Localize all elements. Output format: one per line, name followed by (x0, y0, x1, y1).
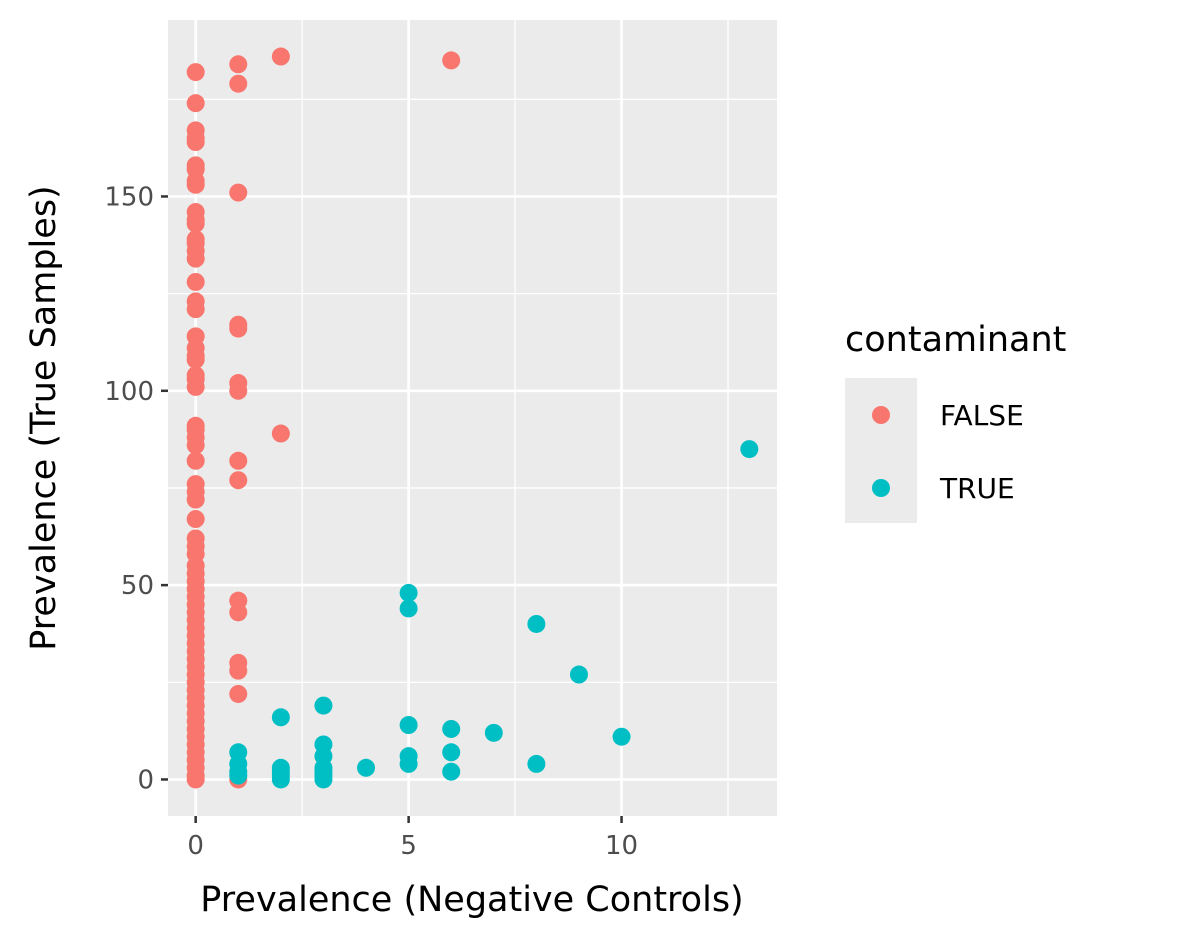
data-point-false (229, 319, 248, 338)
data-point-false (442, 51, 461, 70)
plot-panel (168, 20, 777, 816)
data-point-false (186, 133, 205, 152)
data-point-false (186, 377, 205, 396)
data-point-false (229, 603, 248, 622)
y-axis-title: Prevalence (True Samples) (24, 185, 64, 650)
data-point-true (399, 599, 418, 618)
data-point-true (484, 723, 503, 742)
data-point-false (229, 451, 248, 470)
y-tick-label: 50 (121, 571, 154, 601)
data-point-true (740, 440, 759, 459)
data-point-false (229, 381, 248, 400)
y-tick-label: 100 (104, 377, 154, 407)
data-point-true (314, 770, 333, 789)
data-point-false (229, 55, 248, 74)
grid-major (168, 20, 777, 816)
data-point-false (229, 471, 248, 490)
data-point-false (186, 300, 205, 319)
data-point-false (186, 350, 205, 369)
data-point-false (271, 424, 290, 443)
x-axis-title: Prevalence (Negative Controls) (200, 880, 743, 920)
data-point-false (229, 684, 248, 703)
data-point-false (271, 47, 290, 66)
data-point-true (314, 696, 333, 715)
data-point-false (186, 214, 205, 233)
legend-key-background (845, 378, 917, 523)
legend-label-true: TRUE (939, 472, 1015, 505)
y-tick-label: 150 (104, 182, 154, 212)
x-tick-label: 0 (187, 831, 204, 861)
data-point-true (399, 716, 418, 735)
legend-title: contaminant (845, 320, 1066, 360)
data-point-false (229, 183, 248, 202)
legend-key-true (872, 479, 890, 497)
data-point-true (569, 665, 588, 684)
legend-key-false (872, 406, 890, 424)
data-point-true (527, 614, 546, 633)
data-point-false (229, 661, 248, 680)
data-point-true (399, 583, 418, 602)
x-tick-label: 5 (400, 831, 417, 861)
data-point-true (442, 762, 461, 781)
data-point-true (527, 754, 546, 773)
y-axis: 0 50 100 150 (104, 182, 168, 795)
data-point-true (271, 770, 290, 789)
legend: contaminant FALSE TRUE (845, 320, 1066, 523)
data-point-true (442, 743, 461, 762)
data-point-true (399, 754, 418, 773)
data-point-false (186, 436, 205, 455)
data-point-false (186, 175, 205, 194)
data-point-false (186, 490, 205, 509)
data-point-false (186, 63, 205, 82)
data-point-false (186, 451, 205, 470)
data-point-false (186, 510, 205, 529)
data-point-false (186, 272, 205, 291)
data-point-true (442, 719, 461, 738)
data-point-false (186, 94, 205, 113)
legend-label-false: FALSE (940, 399, 1024, 432)
data-points (186, 47, 759, 789)
data-point-true (271, 708, 290, 727)
x-axis: 0 5 10 (187, 816, 638, 861)
data-point-true (357, 758, 376, 777)
data-point-false (186, 249, 205, 268)
x-tick-label: 10 (605, 831, 638, 861)
grid-minor (168, 20, 777, 816)
y-tick-label: 0 (137, 765, 154, 795)
data-point-true (229, 766, 248, 785)
data-point-false (229, 74, 248, 93)
data-point-false (186, 770, 205, 789)
data-point-true (612, 727, 631, 746)
